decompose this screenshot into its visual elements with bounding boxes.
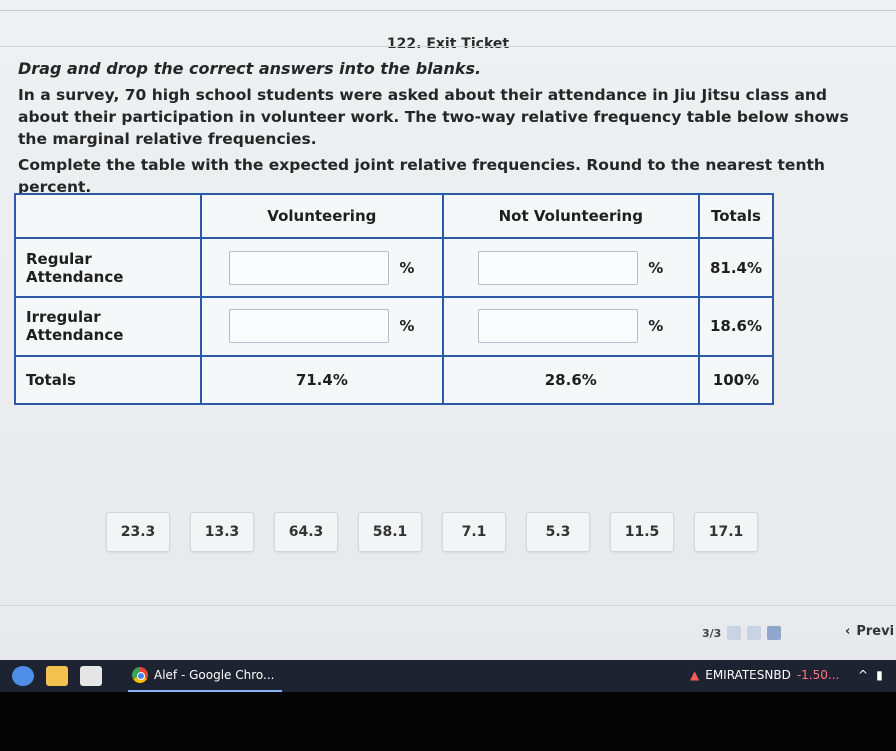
- answer-bank: 23.3 13.3 64.3 58.1 7.1 5.3 11.5 17.1: [106, 512, 758, 552]
- instructions-heading: Drag and drop the correct answers into t…: [18, 59, 482, 78]
- row-label-totals: Totals: [13, 354, 203, 406]
- cell-regular-total: 81.4%: [697, 237, 775, 298]
- answer-chip[interactable]: 64.3: [274, 512, 338, 552]
- instructions-task: Complete the table with the expected joi…: [18, 156, 825, 196]
- cell-regular-not-volunteering: %: [441, 237, 700, 298]
- system-tray: ^ ▮: [858, 668, 883, 682]
- percent-sign: %: [648, 258, 664, 277]
- row-label-regular: Regular Attendance: [13, 237, 203, 298]
- cell-irregular-volunteering: %: [200, 295, 444, 357]
- title-divider: [0, 46, 896, 47]
- instructions-paragraph: In a survey, 70 high school students wer…: [18, 86, 849, 148]
- drop-blank-regular-volunteering[interactable]: [229, 250, 390, 285]
- table-header-not-volunteering: Not Volunteering: [441, 192, 700, 240]
- table-header-volunteering: Volunteering: [200, 192, 444, 240]
- drop-blank-irregular-volunteering[interactable]: [229, 309, 390, 344]
- cell-totals-not-volunteering: 28.6%: [441, 354, 700, 406]
- page-dot[interactable]: [727, 626, 742, 640]
- table-header-totals: Totals: [697, 192, 775, 240]
- drop-blank-regular-not-volunteering[interactable]: [478, 250, 639, 285]
- cell-irregular-not-volunteering: %: [441, 295, 700, 357]
- row-label-irregular: Irregular Attendance: [13, 295, 203, 357]
- screen-bezel: [0, 692, 896, 751]
- table-row: Irregular Attendance % % 18.6%: [13, 295, 775, 357]
- footer-divider: [0, 605, 896, 606]
- table-row: Totals 71.4% 28.6% 100%: [13, 354, 775, 406]
- cell-grand-total: 100%: [697, 354, 775, 406]
- answer-chip[interactable]: 7.1: [442, 512, 506, 552]
- store-icon[interactable]: [80, 666, 102, 686]
- page-dot-current[interactable]: [767, 626, 782, 640]
- top-divider: [0, 10, 896, 11]
- battery-icon[interactable]: ▮: [876, 668, 883, 682]
- cell-regular-volunteering: %: [200, 237, 444, 298]
- table-row: Regular Attendance % % 81.4%: [13, 237, 775, 298]
- pagination: 3/3: [702, 626, 782, 640]
- stock-name: EMIRATESNBD: [705, 668, 791, 682]
- stock-widget[interactable]: ▲ EMIRATESNBD -1.50...: [690, 668, 839, 682]
- page-dot[interactable]: [747, 626, 762, 640]
- relative-frequency-table: Volunteering Not Volunteering Totals Reg…: [13, 192, 775, 406]
- table-header-empty: [13, 192, 203, 240]
- answer-chip[interactable]: 11.5: [610, 512, 674, 552]
- taskbar: Alef - Google Chro...: [0, 660, 896, 692]
- page-title: 122. Exit Ticket: [386, 36, 510, 52]
- chrome-taskbar-item[interactable]: Alef - Google Chro...: [128, 660, 282, 692]
- stock-trend-icon: ▲: [690, 668, 700, 682]
- screen: 122. Exit Ticket Drag and drop the corre…: [0, 0, 896, 660]
- cell-irregular-total: 18.6%: [697, 295, 775, 357]
- cell-totals-volunteering: 71.4%: [200, 354, 444, 406]
- percent-sign: %: [399, 258, 415, 277]
- chevron-up-icon[interactable]: ^: [858, 668, 869, 682]
- answer-chip[interactable]: 13.3: [190, 512, 254, 552]
- page-indicator: 3/3: [702, 626, 722, 640]
- answer-chip[interactable]: 23.3: [106, 512, 170, 552]
- answer-chip[interactable]: 5.3: [526, 512, 590, 552]
- answer-chip[interactable]: 58.1: [358, 512, 422, 552]
- previous-button[interactable]: ‹ Previ: [845, 624, 894, 639]
- drop-blank-irregular-not-volunteering[interactable]: [478, 309, 639, 344]
- chrome-label: Alef - Google Chro...: [154, 668, 275, 682]
- percent-sign: %: [399, 317, 415, 336]
- instructions: Drag and drop the correct answers into t…: [18, 58, 878, 202]
- chrome-icon: [132, 667, 148, 683]
- weather-icon[interactable]: [12, 666, 34, 686]
- percent-sign: %: [648, 317, 664, 336]
- answer-chip[interactable]: 17.1: [694, 512, 758, 552]
- previous-label: Previ: [856, 624, 895, 639]
- folder-icon[interactable]: [46, 666, 68, 686]
- chevron-left-icon: ‹: [845, 624, 851, 639]
- stock-change: -1.50...: [796, 668, 840, 682]
